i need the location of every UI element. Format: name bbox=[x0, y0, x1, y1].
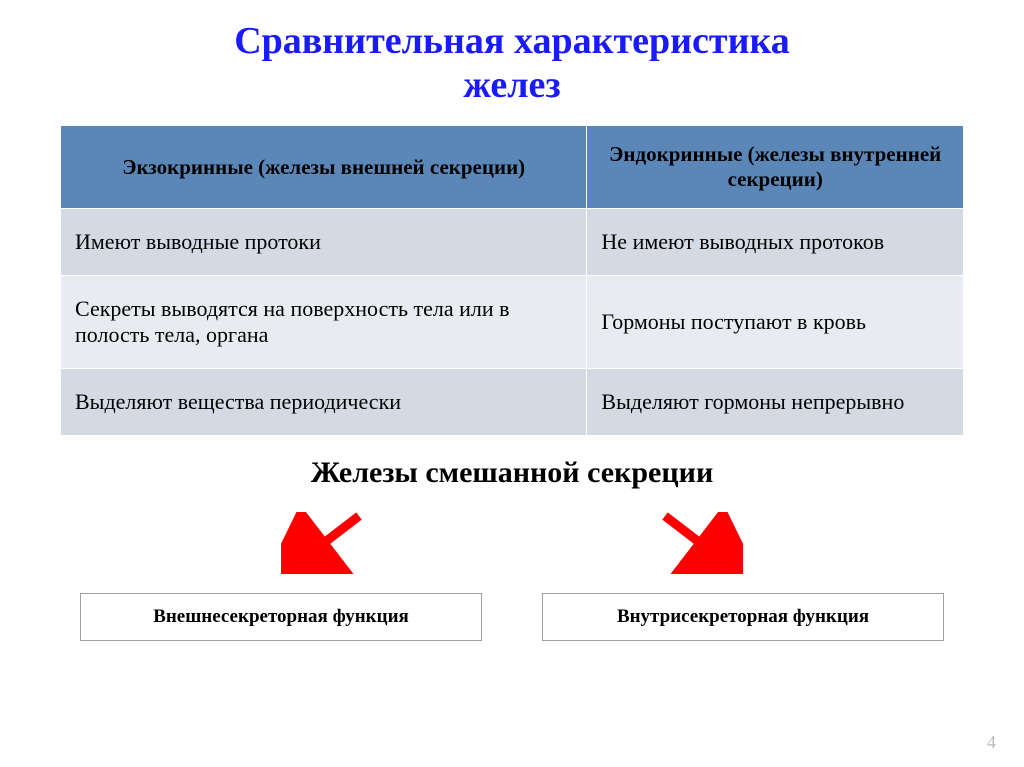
table-cell: Имеют выводные протоки bbox=[61, 209, 587, 276]
arrow-left-icon bbox=[281, 512, 371, 579]
internal-secretion-box: Внутрисекреторная функция bbox=[542, 593, 944, 641]
table-cell: Выделяют вещества периодически bbox=[61, 369, 587, 436]
function-boxes: Внешнесекреторная функция Внутрисекретор… bbox=[60, 593, 964, 641]
column-header-endocrine: Эндокринные (железы внутренней секреции) bbox=[587, 126, 964, 209]
column-header-exocrine: Экзокринные (железы внешней секреции) bbox=[61, 126, 587, 209]
title-line-2: желез bbox=[463, 64, 560, 106]
table-cell: Не имеют выводных протоков bbox=[587, 209, 964, 276]
arrows-container bbox=[60, 512, 964, 579]
title-line-1: Сравнительная характеристика bbox=[234, 20, 790, 62]
table-row: Имеют выводные протоки Не имеют выводных… bbox=[61, 209, 964, 276]
table-cell: Гормоны поступают в кровь bbox=[587, 276, 964, 369]
table-cell: Выделяют гормоны непрерывно bbox=[587, 369, 964, 436]
table-row: Секреты выводятся на поверхность тела ил… bbox=[61, 276, 964, 369]
comparison-table: Экзокринные (железы внешней секреции) Эн… bbox=[60, 125, 964, 436]
table-cell: Секреты выводятся на поверхность тела ил… bbox=[61, 276, 587, 369]
table-header-row: Экзокринные (железы внешней секреции) Эн… bbox=[61, 126, 964, 209]
external-secretion-box: Внешнесекреторная функция bbox=[80, 593, 482, 641]
table-row: Выделяют вещества периодически Выделяют … bbox=[61, 369, 964, 436]
page-number: 4 bbox=[987, 732, 996, 753]
arrow-right-icon bbox=[653, 512, 743, 579]
page-title: Сравнительная характеристика желез bbox=[60, 20, 964, 107]
mixed-secretion-subtitle: Железы смешанной секреции bbox=[60, 456, 964, 490]
